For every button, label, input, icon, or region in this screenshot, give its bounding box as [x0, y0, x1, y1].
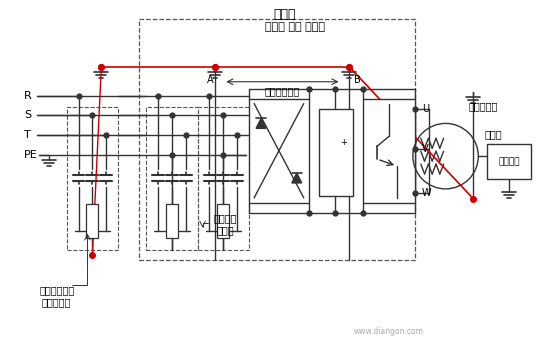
Text: A: A [207, 75, 214, 85]
Text: 滤波器: 滤波器 [216, 226, 234, 236]
Bar [249, 99, 309, 203]
Bar [217, 204, 229, 238]
Text: 变频器: 变频器 [274, 8, 296, 21]
Text: R: R [24, 91, 32, 101]
Bar [318, 108, 353, 196]
Bar [197, 107, 249, 250]
Bar [67, 107, 118, 250]
Bar [146, 107, 197, 250]
Text: 增加的感应电: 增加的感应电 [39, 285, 74, 295]
Text: W: W [422, 188, 431, 198]
Text: S: S [24, 111, 31, 120]
Bar [139, 19, 415, 260]
Text: www.diangon.com: www.diangon.com [354, 327, 424, 336]
Text: PE: PE [24, 150, 38, 160]
Text: B: B [354, 75, 360, 85]
Polygon shape [256, 118, 266, 128]
Polygon shape [292, 173, 302, 183]
Text: U: U [422, 104, 429, 113]
Text: 感应浪涌: 感应浪涌 [214, 214, 237, 224]
Bar [487, 144, 531, 179]
Bar [363, 99, 415, 203]
Text: T: T [24, 130, 31, 140]
Bar [166, 204, 178, 238]
Text: 机械设备: 机械设备 [498, 158, 520, 167]
Text: 电动机: 电动机 [484, 129, 502, 139]
Bar [87, 204, 98, 238]
Text: 电机接地端: 电机接地端 [469, 101, 498, 112]
Text: V: V [422, 144, 428, 154]
Text: +: + [340, 138, 347, 147]
Text: 整流桥 电容 逆变桥: 整流桥 电容 逆变桥 [265, 22, 325, 32]
Text: 变频器接地端: 变频器接地端 [264, 87, 300, 97]
Text: 浪涌滤波器: 浪涌滤波器 [42, 297, 72, 307]
